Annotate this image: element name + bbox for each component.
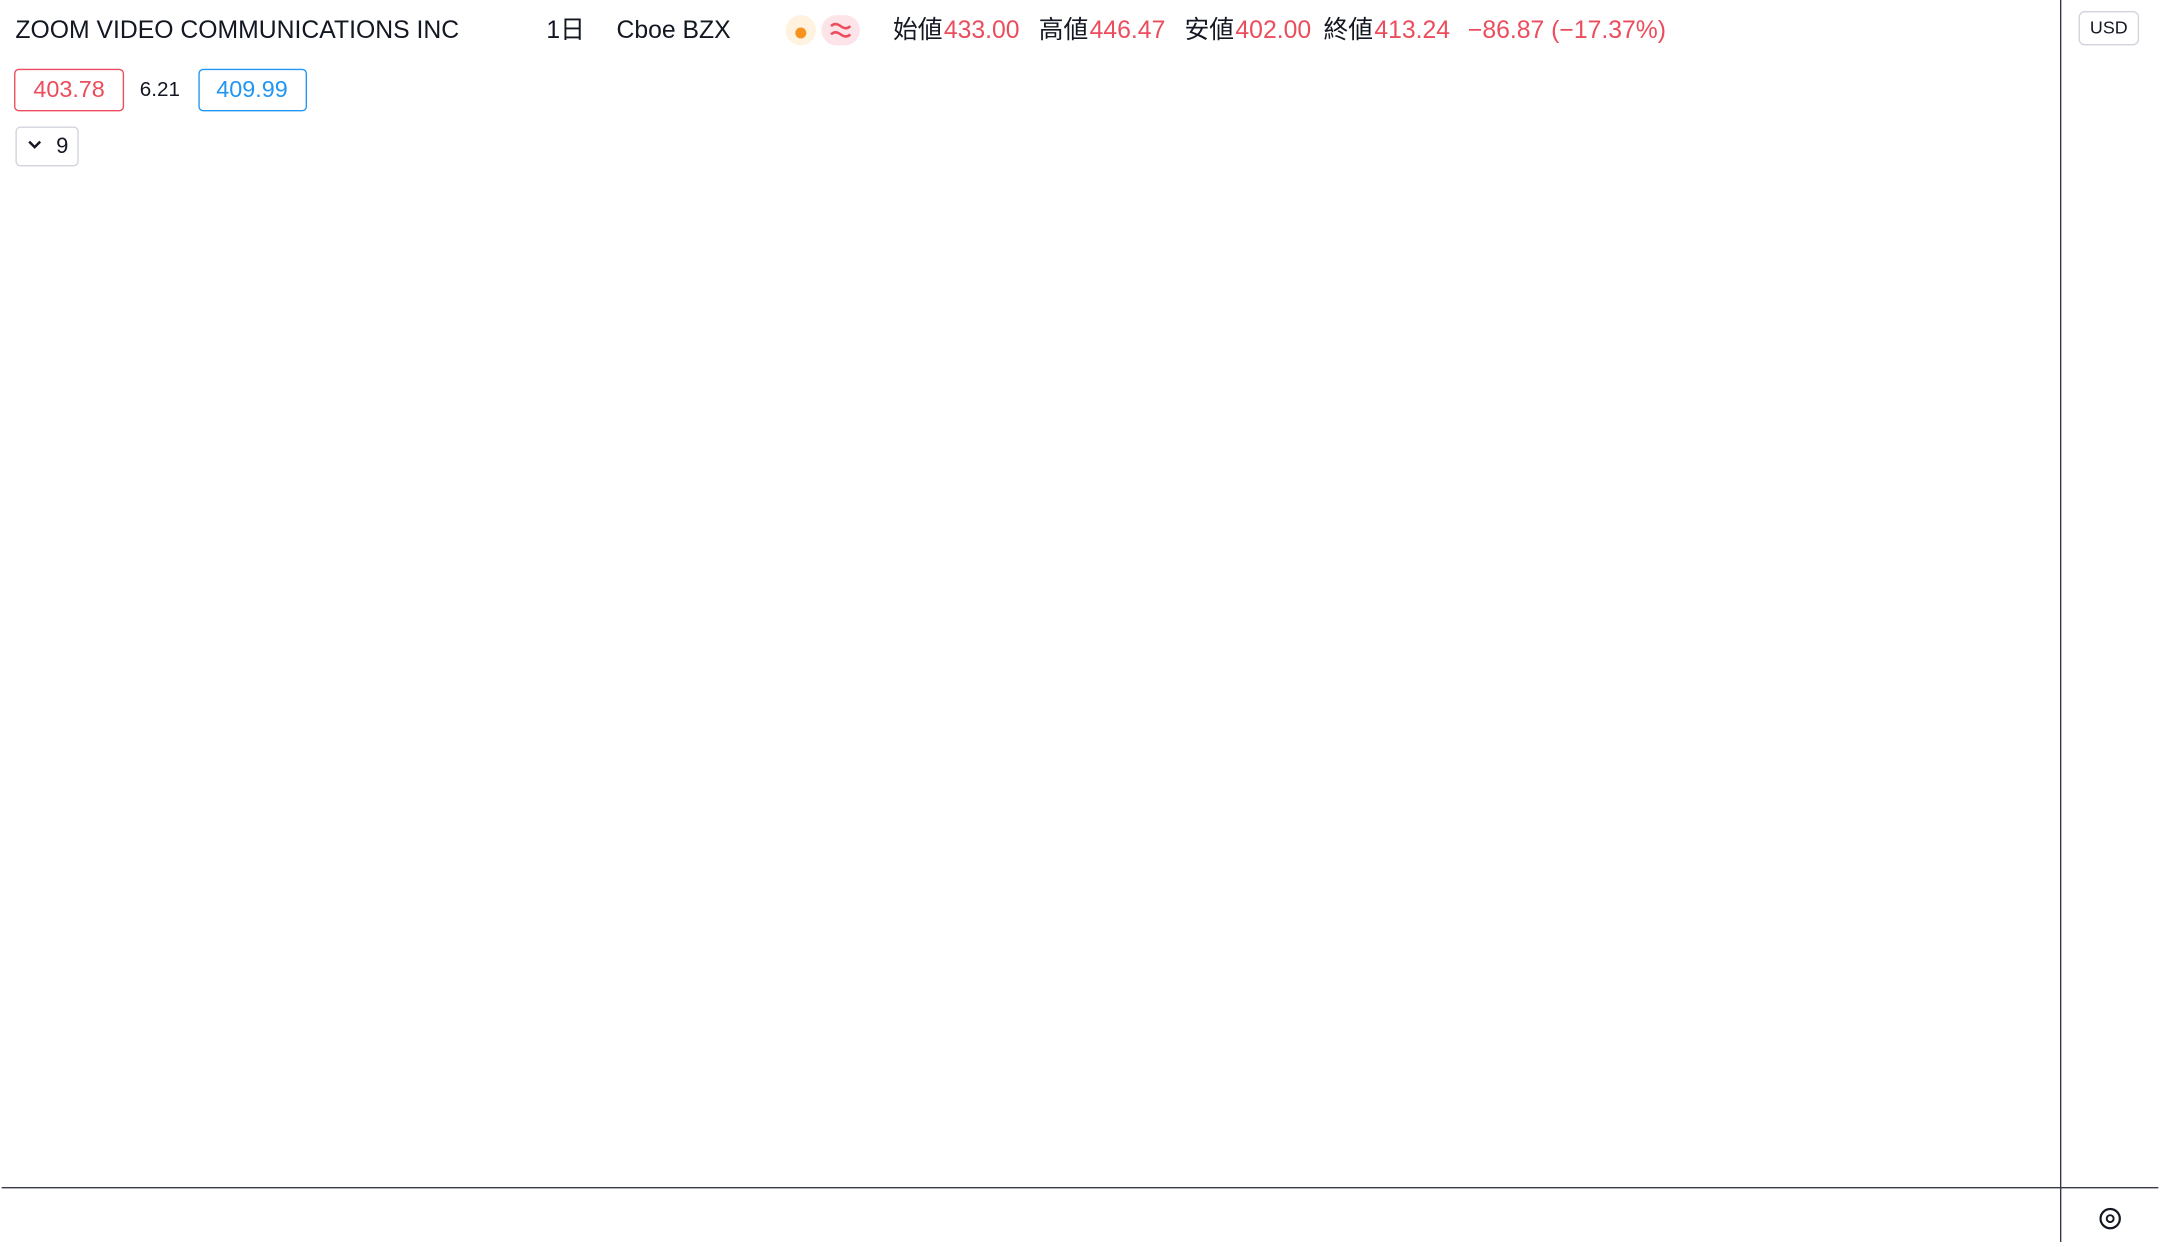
low-label: 安値 (1185, 16, 1235, 44)
indicators-toggle[interactable] (15, 126, 79, 167)
open-value: 433.00 (944, 17, 1020, 44)
ask-box[interactable] (198, 68, 308, 112)
close-value: 413.24 (1374, 17, 1450, 44)
data-status-glyph (830, 22, 852, 38)
indicators-count: 9 (56, 133, 68, 158)
chevron (28, 140, 42, 149)
currency-box[interactable] (2078, 11, 2140, 46)
exchange: Cboe BZX (616, 17, 730, 44)
symbol-title[interactable]: ZOOM VIDEO COMMUNICATIONS INC (15, 17, 459, 44)
spread: 6.21 (140, 78, 180, 101)
market-status-sun (795, 27, 807, 39)
low-value: 402.00 (1235, 17, 1311, 44)
ask: 409.99 (216, 76, 288, 102)
gear (2099, 1207, 2121, 1230)
high-value: 446.47 (1090, 17, 1166, 44)
gear-hub (2105, 1214, 2115, 1224)
data-status-icon[interactable] (821, 15, 860, 46)
change: −86.87 (−17.37%) (1468, 17, 1666, 44)
bid-box[interactable] (14, 68, 125, 112)
currency: USD (2090, 18, 2128, 38)
settings-icon[interactable] (2099, 1207, 2121, 1230)
interval[interactable]: 1日 (546, 17, 585, 44)
bid: 403.78 (33, 76, 105, 102)
open-label: 始値 (893, 16, 943, 44)
close-label: 終値 (1323, 16, 1373, 44)
header: ZOOM VIDEO COMMUNICATIONS INC 1日 Cboe BZ… (14, 11, 2140, 1230)
high-label: 高値 (1039, 16, 1089, 44)
